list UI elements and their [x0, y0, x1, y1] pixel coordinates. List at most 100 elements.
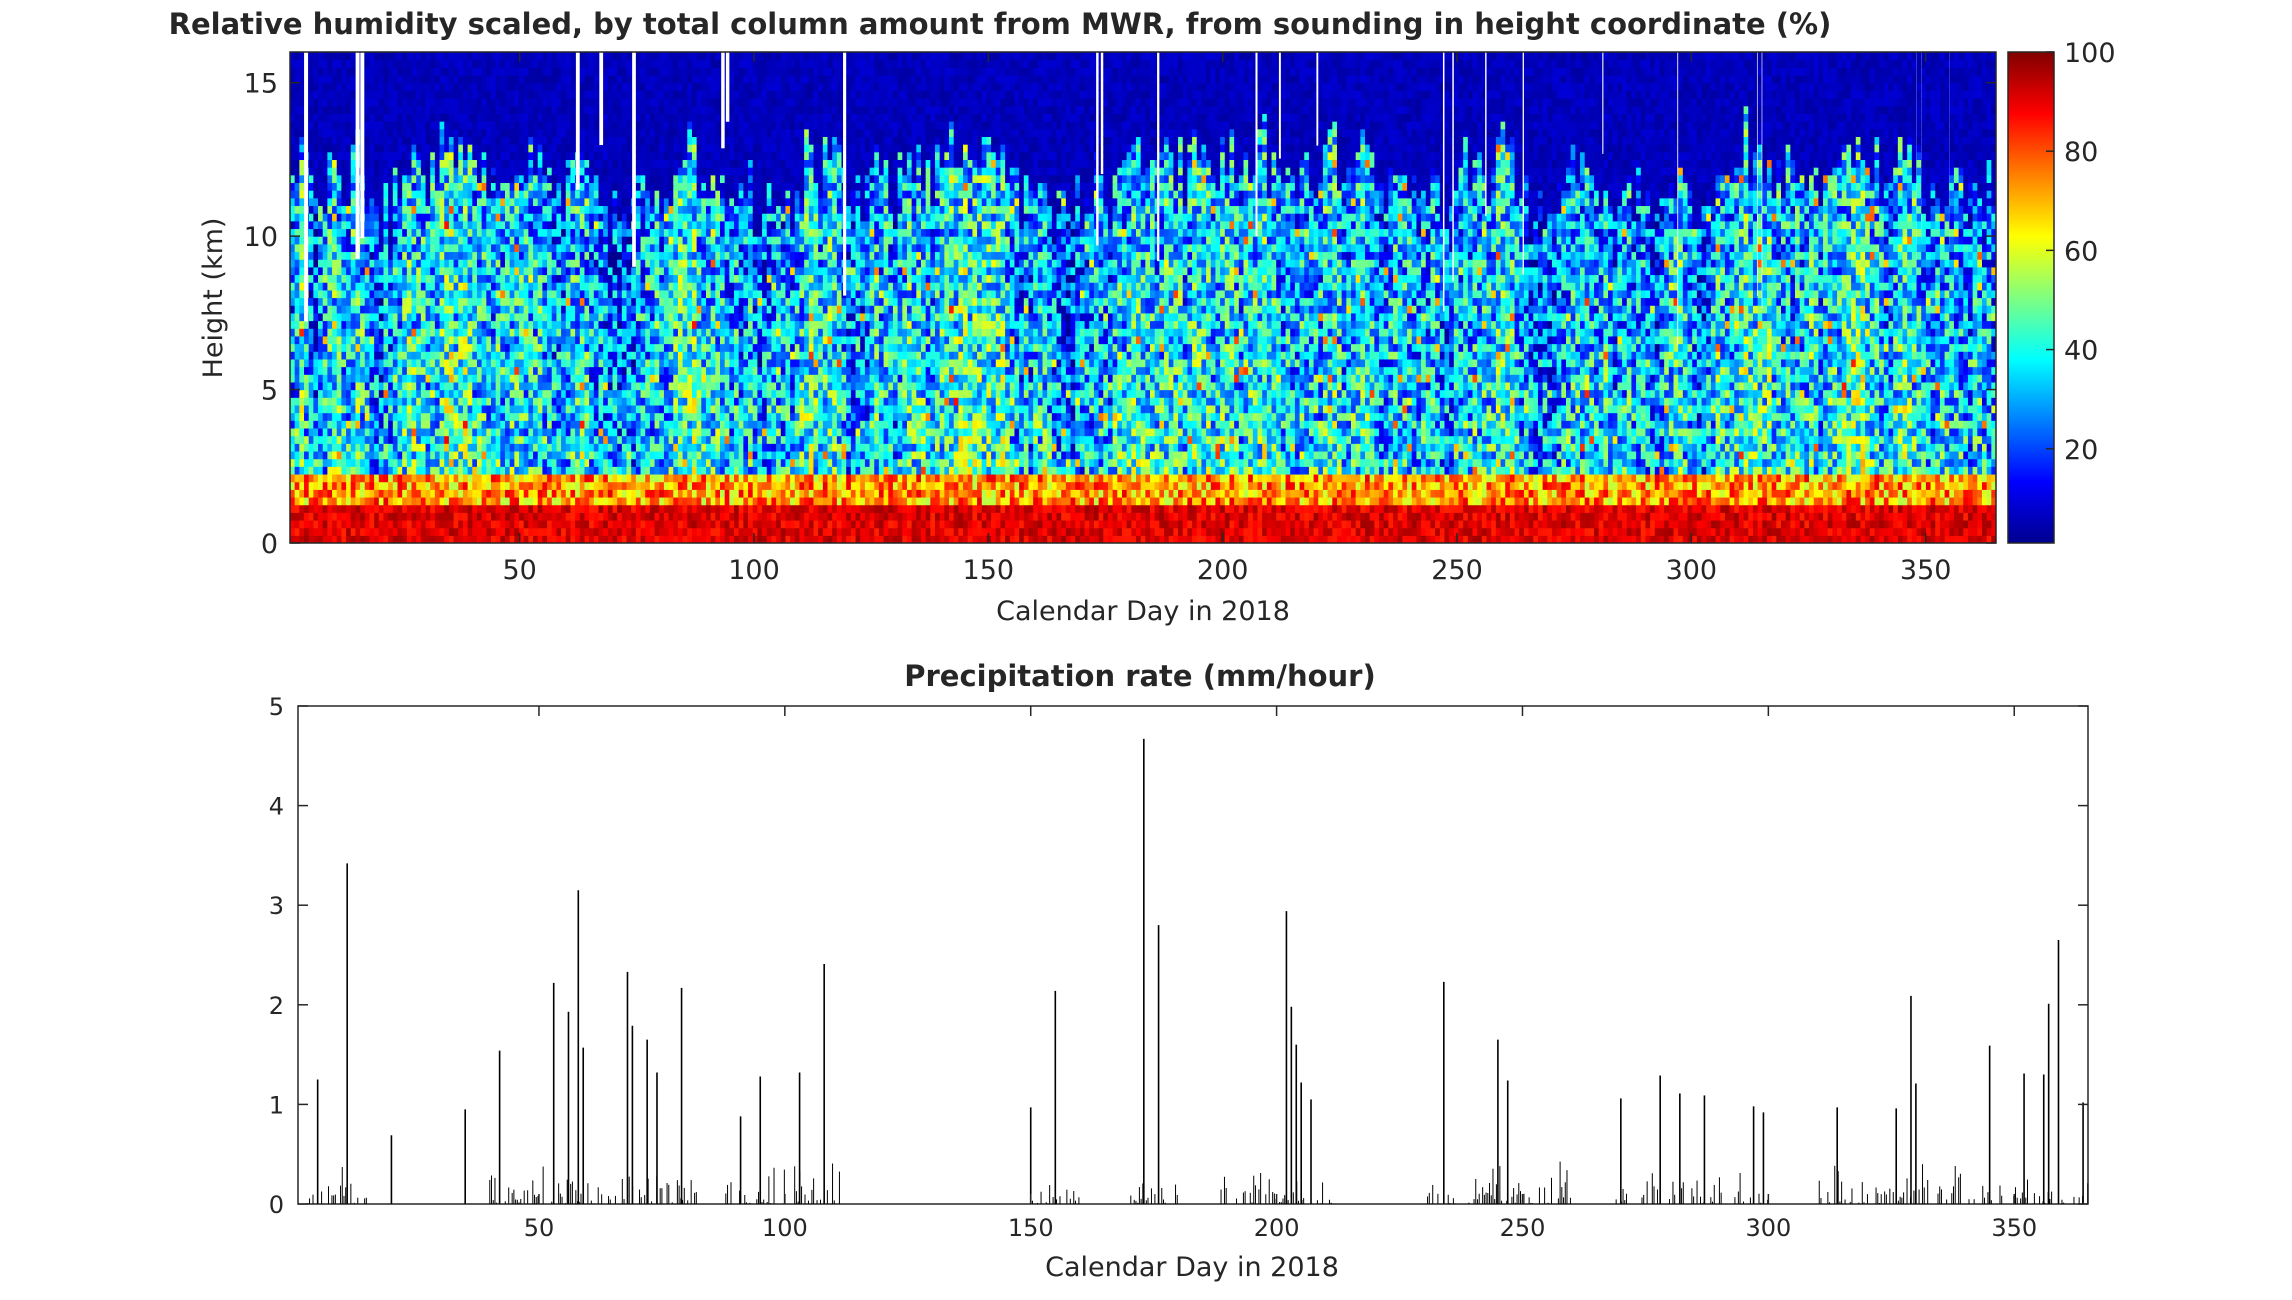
heatmap-column	[1108, 52, 1113, 544]
heatmap-column	[1529, 52, 1534, 544]
heatmap-column	[369, 52, 374, 544]
heatmap-column	[832, 52, 837, 544]
heatmap-column	[1571, 52, 1576, 544]
heatmap-column	[739, 52, 744, 544]
heatmap-column	[1374, 52, 1379, 544]
heatmap-column	[1061, 52, 1066, 544]
heatmap-column	[1767, 52, 1772, 544]
heatmap-column	[1903, 52, 1908, 544]
heatmap-column	[1393, 52, 1398, 544]
heatmap-column	[552, 52, 557, 544]
heatmap-column	[1370, 52, 1375, 544]
heatmap-column	[1860, 52, 1865, 544]
heatmap-column	[482, 52, 487, 544]
heatmap-column	[1762, 52, 1767, 544]
heatmap-column	[1706, 52, 1711, 544]
heatmap-column	[1043, 52, 1048, 544]
heatmap-column	[1468, 52, 1473, 544]
heatmap-column	[888, 52, 893, 544]
heatmap-column	[500, 52, 505, 544]
heatmap-column	[972, 52, 977, 544]
heatmap-column	[828, 52, 833, 544]
precip-x-label: Calendar Day in 2018	[1045, 1252, 1339, 1283]
heatmap-column	[1487, 52, 1492, 544]
heatmap-column	[332, 52, 337, 544]
heatmap-column	[1940, 52, 1945, 544]
heatmap-column	[1697, 52, 1702, 544]
heatmap-column	[1463, 52, 1468, 544]
heatmap-column	[1987, 52, 1992, 544]
heatmap-column	[402, 52, 407, 544]
heatmap-column	[1234, 52, 1239, 544]
heatmap-column	[1388, 52, 1393, 544]
heatmap-column	[1243, 52, 1248, 544]
heatmap-column	[725, 52, 730, 544]
heatmap-column	[1159, 52, 1164, 544]
heatmap-column	[561, 52, 566, 544]
heatmap-column	[1739, 52, 1744, 544]
heatmap-column	[477, 52, 482, 544]
heatmap-column	[1346, 52, 1351, 544]
heatmap-column	[1398, 52, 1403, 544]
heatmap-column	[351, 52, 356, 544]
heatmap-column	[1337, 52, 1342, 544]
heatmap-column	[823, 52, 828, 544]
heatmap-column	[1818, 52, 1823, 544]
heatmap-y-tick-label: 10	[244, 222, 278, 253]
heatmap-column	[1814, 52, 1819, 544]
heatmap-column	[1631, 52, 1636, 544]
heatmap-column	[318, 52, 323, 544]
heatmap-y-label: Height (km)	[198, 218, 229, 379]
heatmap-column	[1557, 52, 1562, 544]
heatmap-column	[1272, 52, 1277, 544]
heatmap-column	[360, 52, 365, 544]
heatmap-column	[874, 52, 879, 544]
heatmap-column	[753, 52, 758, 544]
heatmap-column	[1010, 52, 1015, 544]
heatmap-column	[1047, 52, 1052, 544]
heatmap-column	[1496, 52, 1501, 544]
heatmap-column	[1435, 52, 1440, 544]
heatmap-column	[1959, 52, 1964, 544]
heatmap-column	[1776, 52, 1781, 544]
heatmap-column	[355, 52, 360, 544]
heatmap-column	[1136, 52, 1141, 544]
heatmap-column	[1949, 52, 1954, 544]
heatmap-column	[1982, 52, 1987, 544]
heatmap-column	[1131, 52, 1136, 544]
heatmap-column	[566, 52, 571, 544]
precip-x-tick-label: 250	[1500, 1214, 1546, 1242]
heatmap-column	[940, 52, 945, 544]
heatmap-column	[383, 52, 388, 544]
heatmap-column	[1122, 52, 1127, 544]
heatmap-column	[299, 52, 304, 544]
heatmap-column	[1828, 52, 1833, 544]
heatmap-column	[323, 52, 328, 544]
heatmap-column	[580, 52, 585, 544]
heatmap-column	[1318, 52, 1323, 544]
heatmap-column	[1650, 52, 1655, 544]
heatmap-column	[542, 52, 547, 544]
heatmap-column	[776, 52, 781, 544]
heatmap-column	[743, 52, 748, 544]
heatmap-x-tick-label: 300	[1666, 555, 1718, 586]
heatmap-column	[1066, 52, 1071, 544]
heatmap-column	[711, 52, 716, 544]
heatmap-column	[435, 52, 440, 544]
heatmap-column	[1028, 52, 1033, 544]
heatmap-column	[683, 52, 688, 544]
heatmap-column	[1295, 52, 1300, 544]
heatmap-column	[1678, 52, 1683, 544]
heatmap-column	[1019, 52, 1024, 544]
heatmap-column	[1225, 52, 1230, 544]
heatmap-column	[1889, 52, 1894, 544]
heatmap-column	[388, 52, 393, 544]
heatmap-column	[1178, 52, 1183, 544]
heatmap-column	[1262, 52, 1267, 544]
colorbar-tick-label: 80	[2064, 137, 2098, 168]
heatmap-column	[631, 52, 636, 544]
precip-y-tick-label: 5	[269, 693, 284, 721]
heatmap-column	[1659, 52, 1664, 544]
heatmap-column	[996, 52, 1001, 544]
heatmap-column	[1935, 52, 1940, 544]
